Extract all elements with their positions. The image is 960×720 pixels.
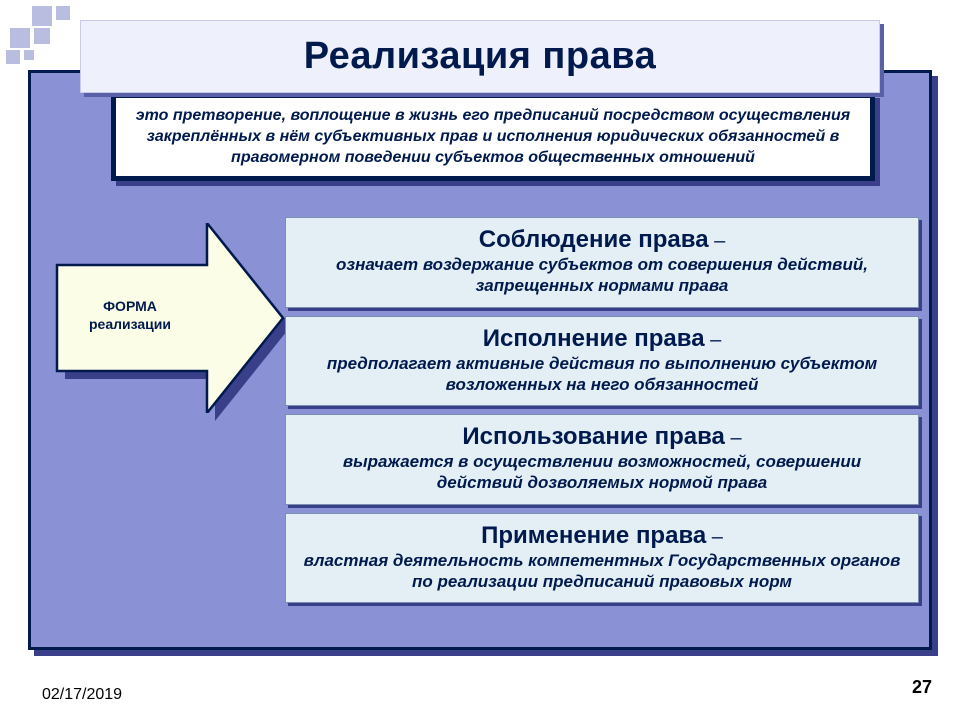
page-title: Реализация права bbox=[89, 35, 871, 78]
card-subtext: означает воздержание субъектов от соверш… bbox=[300, 254, 904, 297]
card-subtext: властная деятельность компетентных Госуд… bbox=[300, 550, 904, 593]
card-subtext: предполагает активные действия по выполн… bbox=[300, 353, 904, 396]
footer-date: 02/17/2019 bbox=[42, 686, 122, 704]
card-compliance: Соблюдение права – означает воздержание … bbox=[285, 217, 919, 308]
definition-box: это претворение, воплощение в жизнь его … bbox=[111, 93, 875, 181]
main-frame: это претворение, воплощение в жизнь его … bbox=[28, 70, 932, 650]
title-banner: Реализация права bbox=[80, 20, 880, 93]
card-heading: Применение права – bbox=[300, 522, 904, 550]
card-subtext: выражается в осуществлении возможностей,… bbox=[300, 451, 904, 494]
arrow-label-line2: реализации bbox=[75, 316, 185, 334]
card-heading: Соблюдение права – bbox=[300, 226, 904, 254]
arrow-label-line1: ФОРМА bbox=[75, 298, 185, 316]
cards-container: Соблюдение права – означает воздержание … bbox=[285, 217, 919, 603]
card-heading: Использование права – bbox=[300, 423, 904, 451]
card-use: Использование права – выражается в осуще… bbox=[285, 414, 919, 505]
card-execution: Исполнение права – предполагает активные… bbox=[285, 316, 919, 407]
arrow-label: ФОРМА реализации bbox=[75, 298, 185, 333]
definition-text: это претворение, воплощение в жизнь его … bbox=[130, 106, 856, 168]
card-application: Применение права – властная деятельность… bbox=[285, 513, 919, 604]
card-heading: Исполнение права – bbox=[300, 325, 904, 353]
page-number: 27 bbox=[912, 677, 932, 698]
